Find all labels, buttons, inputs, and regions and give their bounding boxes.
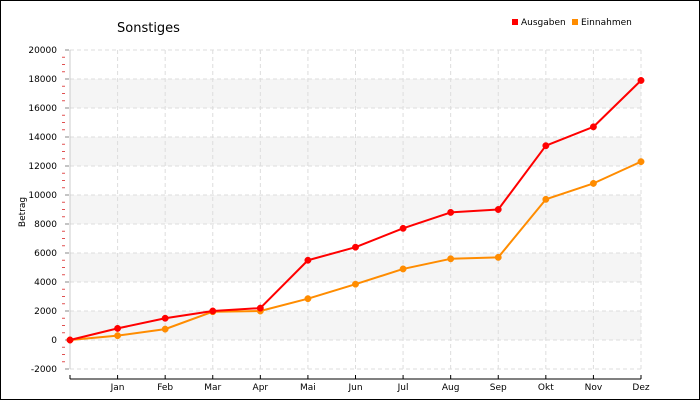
x-tick-label: Nov bbox=[585, 383, 603, 393]
series-layer bbox=[66, 77, 645, 344]
data-point-ausgaben bbox=[304, 256, 312, 264]
data-point-einnahmen bbox=[637, 158, 645, 166]
data-point-einnahmen bbox=[542, 195, 550, 203]
chart-title: Sonstiges bbox=[117, 21, 180, 36]
legend-swatch-einnahmen bbox=[572, 19, 578, 25]
x-tick-label: Feb bbox=[157, 383, 173, 393]
data-point-ausgaben bbox=[447, 208, 455, 216]
x-tick-label: Okt bbox=[538, 383, 554, 393]
data-point-ausgaben bbox=[209, 307, 217, 315]
x-tick-label: Aug bbox=[442, 383, 460, 393]
y-tick-label: -2000 bbox=[31, 365, 57, 375]
y-tick-label: 4000 bbox=[34, 278, 57, 288]
data-point-ausgaben bbox=[494, 206, 502, 213]
x-tick-label: Apr bbox=[253, 383, 269, 393]
data-point-ausgaben bbox=[399, 224, 407, 232]
data-point-einnahmen bbox=[161, 325, 169, 333]
legend-label-einnahmen: Einnahmen bbox=[581, 18, 632, 28]
grid-layer bbox=[70, 49, 642, 370]
data-point-ausgaben bbox=[589, 123, 597, 131]
y-tick-label: 2000 bbox=[34, 307, 57, 317]
x-tick-label: Mar bbox=[204, 383, 221, 393]
y-tick-label: 8000 bbox=[34, 220, 57, 230]
data-point-ausgaben bbox=[161, 314, 169, 322]
legend-label-ausgaben: Ausgaben bbox=[521, 18, 566, 28]
data-point-ausgaben bbox=[114, 324, 122, 332]
y-tick-label: 6000 bbox=[34, 249, 57, 259]
data-point-einnahmen bbox=[114, 332, 122, 340]
y-tick-label: 12000 bbox=[28, 162, 57, 172]
y-tick-label: 20000 bbox=[28, 46, 57, 56]
legend-swatch-ausgaben bbox=[512, 19, 518, 25]
y-tick-label: 16000 bbox=[28, 104, 57, 114]
data-point-einnahmen bbox=[304, 295, 312, 303]
legend: Ausgaben Einnahmen bbox=[512, 18, 632, 28]
data-point-ausgaben bbox=[66, 336, 74, 344]
data-point-einnahmen bbox=[352, 280, 359, 288]
x-tick-label: Jun bbox=[347, 383, 362, 393]
data-point-einnahmen bbox=[494, 253, 502, 261]
y-axis-label: Betrag bbox=[18, 197, 28, 227]
axes-layer: -2000 0 2000 4000 6000 8000 10000 12000 14000 160… bbox=[28, 46, 650, 393]
x-tick-label: Jan bbox=[110, 383, 125, 393]
y-tick-label: 10000 bbox=[28, 191, 57, 201]
y-tick-label: 14000 bbox=[28, 133, 57, 143]
x-tick-label: Mai bbox=[300, 383, 316, 393]
x-tick-label: Dez bbox=[632, 383, 649, 393]
data-point-ausgaben bbox=[256, 304, 264, 312]
data-point-einnahmen bbox=[589, 179, 597, 187]
data-point-ausgaben bbox=[637, 77, 645, 84]
y-tick-label: 18000 bbox=[28, 75, 57, 85]
x-tick-label: Jul bbox=[397, 383, 409, 393]
data-point-einnahmen bbox=[447, 255, 455, 263]
x-tick-label: Sep bbox=[490, 383, 507, 393]
data-point-ausgaben bbox=[542, 142, 550, 150]
data-point-ausgaben bbox=[352, 243, 359, 251]
y-tick-label: 0 bbox=[51, 336, 57, 346]
data-point-einnahmen bbox=[399, 265, 407, 273]
